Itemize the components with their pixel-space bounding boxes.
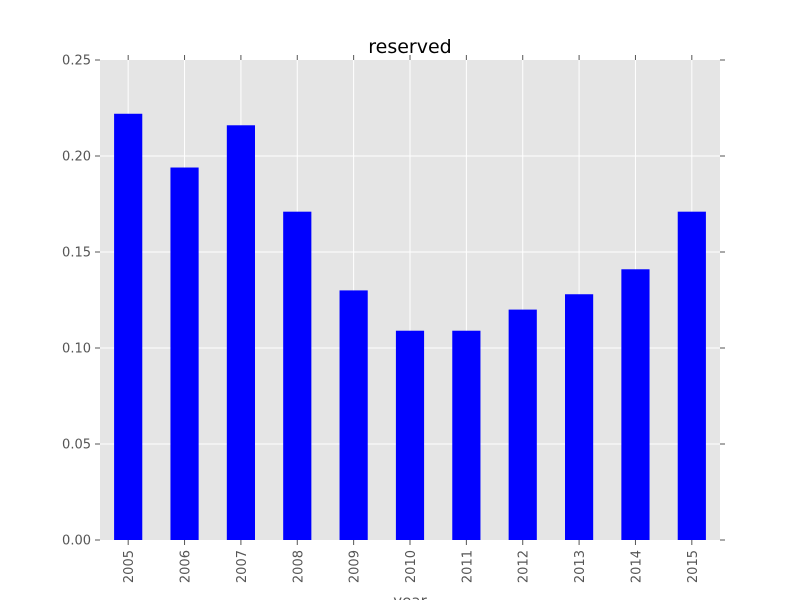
x-tick-label: 2006 xyxy=(179,550,194,583)
x-tick-label: 2008 xyxy=(291,550,306,583)
x-tick-label: 2005 xyxy=(122,550,137,583)
bar-2010 xyxy=(395,330,425,540)
bar-2008 xyxy=(283,211,312,540)
y-tick-label: 0.00 xyxy=(62,534,91,549)
bar-2015 xyxy=(677,211,706,540)
bar-2009 xyxy=(339,290,368,540)
y-tick-label: 0.25 xyxy=(62,54,91,69)
bar-2012 xyxy=(508,309,537,540)
y-tick-label: 0.05 xyxy=(62,438,91,453)
x-tick-label: 2014 xyxy=(629,550,644,583)
y-tick-label: 0.15 xyxy=(62,246,91,261)
y-tick-label: 0.20 xyxy=(62,150,91,165)
x-tick-labels: 2005 2006 2007 2008 2009 2010 2011 2012 2013 2014… xyxy=(122,550,701,583)
bar-2005 xyxy=(114,113,143,540)
x-axis-label: year xyxy=(393,592,427,600)
bar-2011 xyxy=(452,330,481,540)
bars xyxy=(114,113,706,540)
x-tick-label: 2007 xyxy=(235,550,250,583)
x-tick-label: 2010 xyxy=(404,550,419,583)
x-tick-label: 2011 xyxy=(460,550,475,583)
bar-2013 xyxy=(565,294,594,540)
x-tick-label: 2013 xyxy=(573,550,588,583)
y-tick-labels: 0.00 0.05 0.10 0.15 0.20 0.25 xyxy=(62,54,91,549)
chart-title: reserved xyxy=(368,36,451,58)
bar-2014 xyxy=(621,269,650,540)
bar-2007 xyxy=(226,125,255,540)
x-tick-label: 2012 xyxy=(517,550,532,583)
x-tick-label: 2015 xyxy=(686,550,701,583)
tick-marks xyxy=(95,55,725,545)
x-tick-label: 2009 xyxy=(348,550,363,583)
y-tick-label: 0.10 xyxy=(62,342,91,357)
bar-2006 xyxy=(170,167,199,540)
